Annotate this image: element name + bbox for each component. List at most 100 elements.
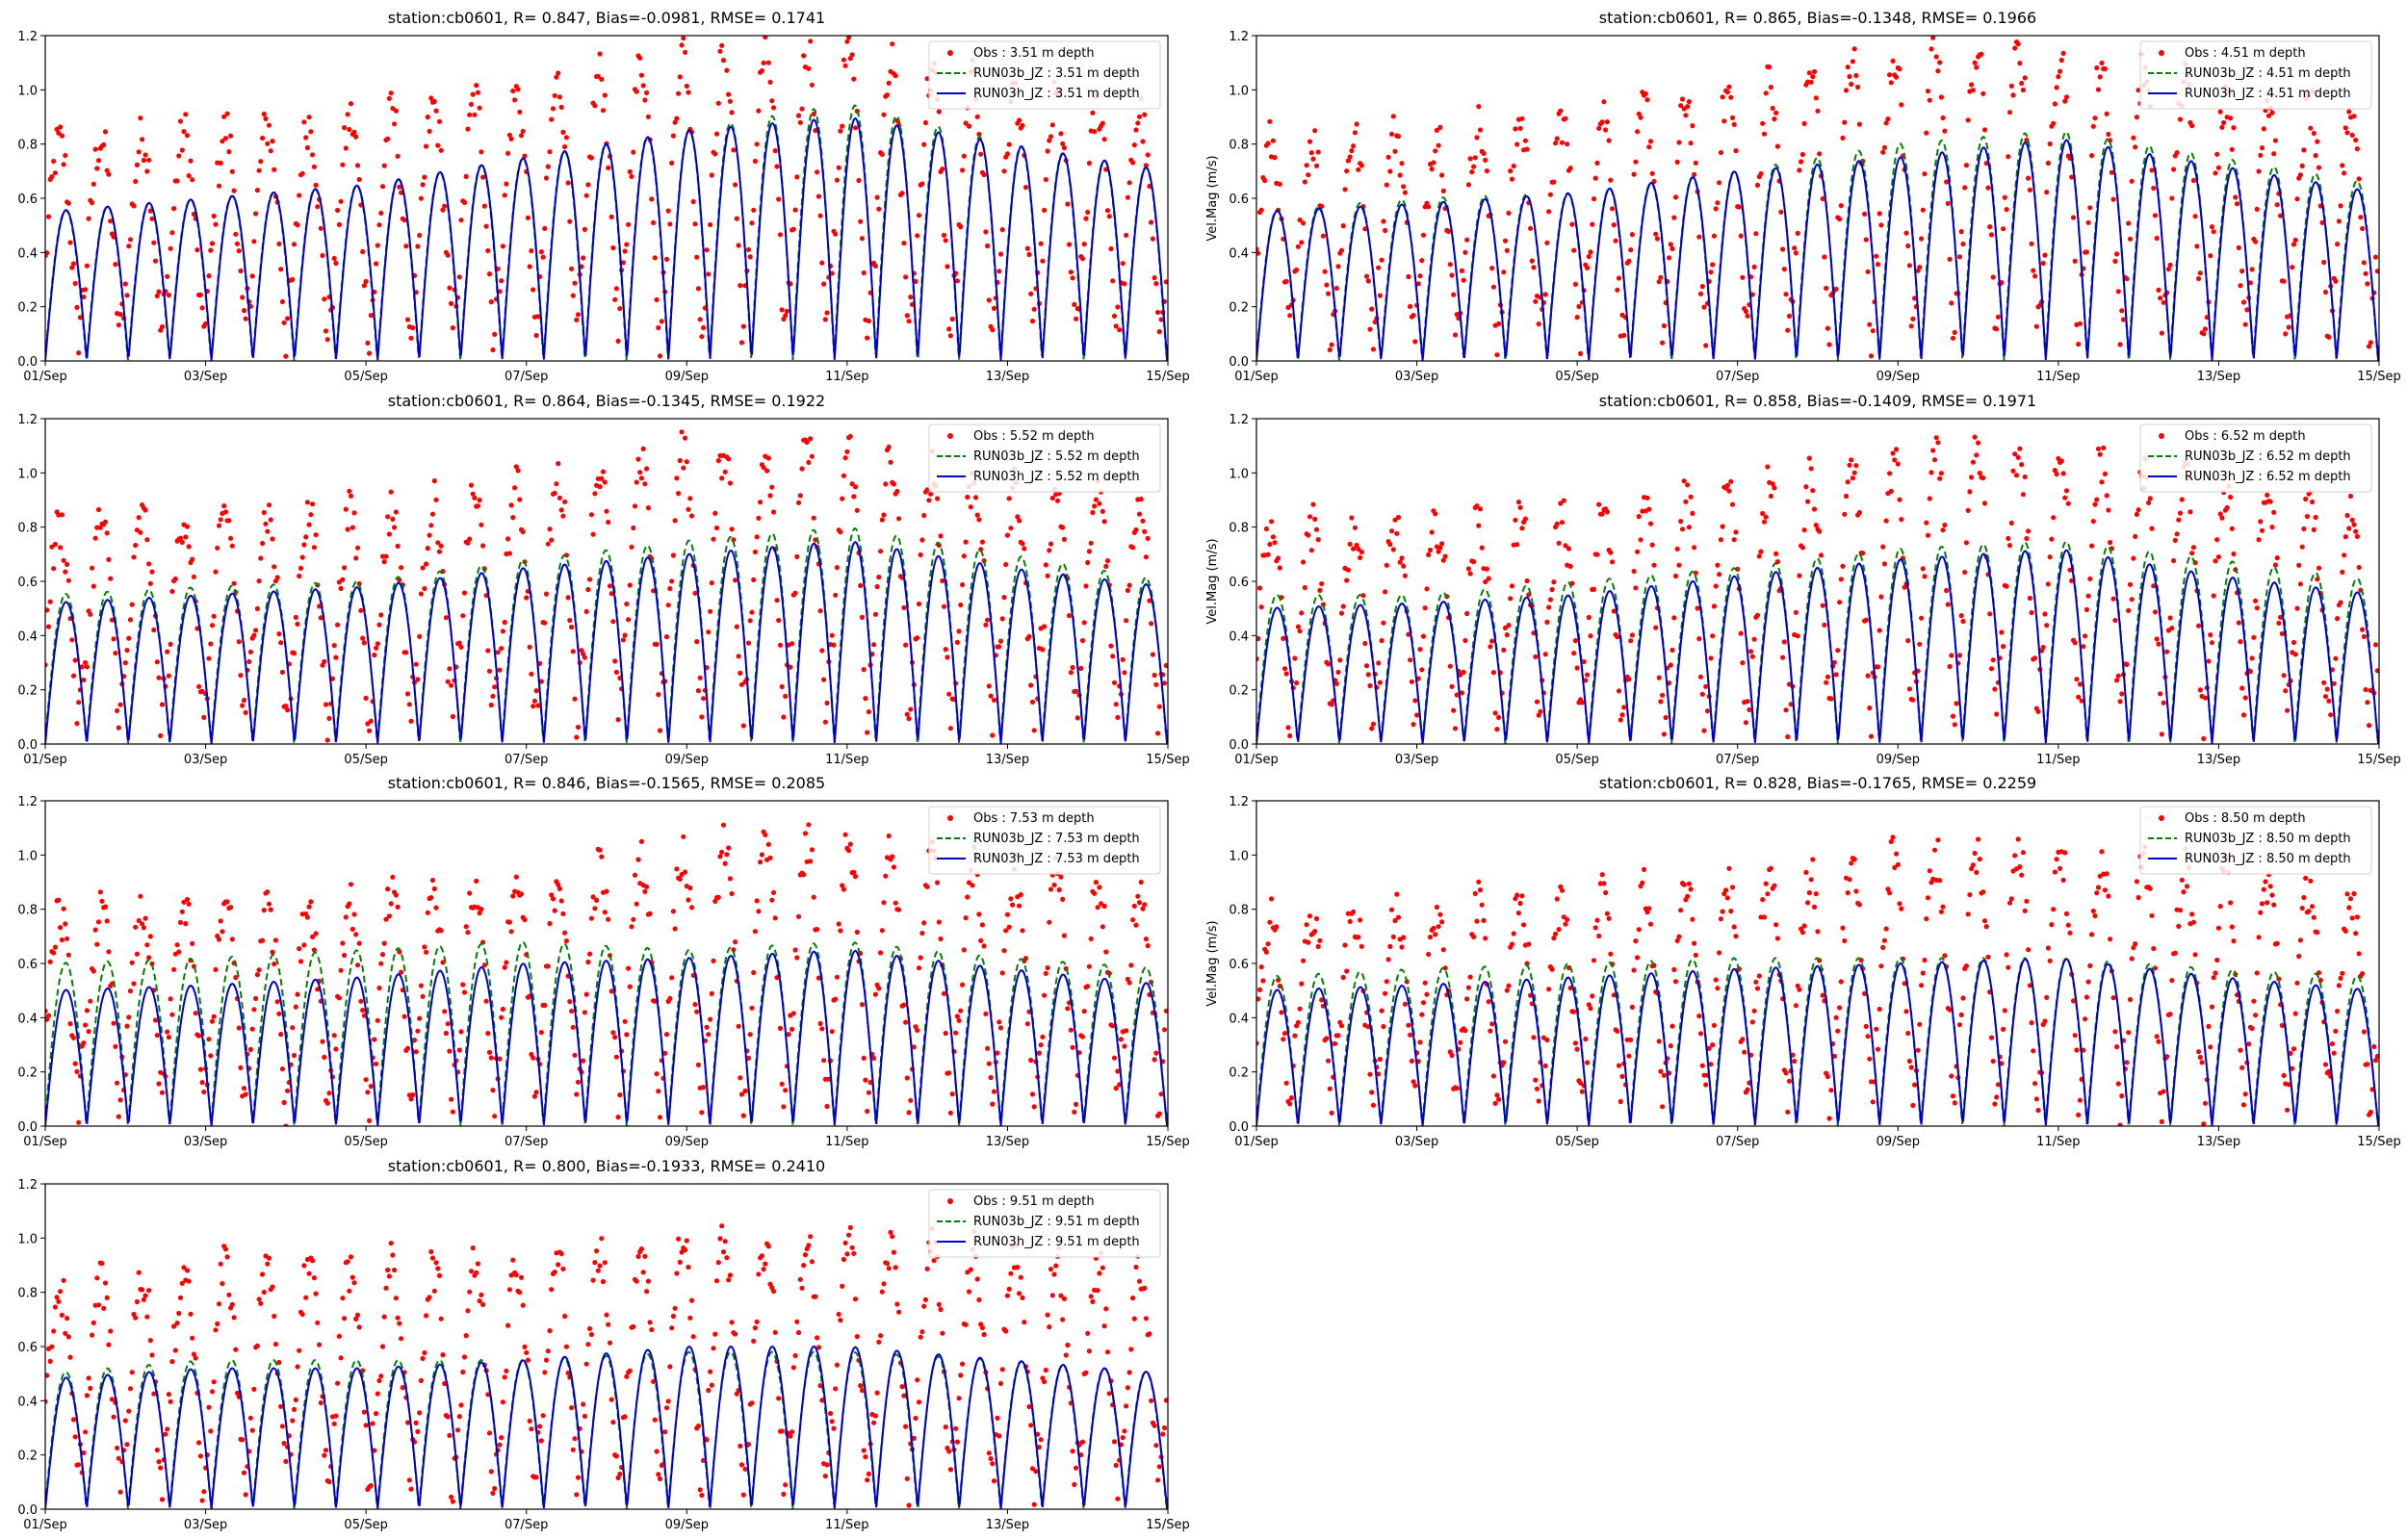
y-tick-label: 0.0 [17, 1503, 38, 1518]
obs-point [1596, 501, 1602, 507]
obs-point [2052, 468, 2058, 474]
obs-point [1120, 1435, 1126, 1441]
obs-point [306, 904, 312, 910]
obs-point [2044, 623, 2050, 629]
obs-point [815, 975, 822, 981]
obs-point [95, 919, 102, 925]
obs-point [1519, 526, 1525, 531]
obs-point [1906, 686, 1912, 692]
obs-point [2159, 732, 2164, 737]
obs-point [740, 723, 746, 729]
obs-point [876, 206, 882, 212]
obs-point [635, 857, 641, 862]
run03b-line [1256, 540, 2379, 744]
obs-point [608, 1397, 614, 1402]
obs-point [468, 482, 475, 488]
obs-point [86, 216, 91, 221]
obs-point [2151, 583, 2157, 589]
obs-point [2154, 235, 2160, 242]
obs-point [1773, 551, 1779, 557]
obs-point [368, 718, 374, 724]
obs-point [2286, 324, 2291, 330]
obs-point [2254, 206, 2260, 212]
obs-point [866, 1090, 872, 1095]
obs-point [946, 1449, 952, 1454]
obs-point [97, 889, 103, 895]
obs-point [699, 714, 705, 720]
obs-point [1469, 169, 1475, 175]
obs-point [1150, 652, 1155, 657]
obs-point [2303, 496, 2309, 502]
obs-point [1920, 566, 1926, 572]
obs-point [594, 1248, 600, 1254]
obs-point [822, 719, 828, 725]
obs-point [2126, 1030, 2132, 1036]
obs-point [1860, 551, 1866, 556]
x-tick-label: 11/Sep [2036, 753, 2080, 767]
y-tick-label: 0.8 [1229, 139, 1249, 153]
obs-point [1847, 877, 1852, 883]
obs-point [518, 133, 525, 139]
obs-point [941, 990, 947, 996]
obs-point [2108, 540, 2113, 546]
obs-point [669, 1325, 675, 1331]
obs-point [1870, 328, 1876, 334]
obs-point [2272, 138, 2278, 143]
obs-point [1408, 1032, 1413, 1038]
obs-point [276, 1011, 282, 1016]
obs-point [871, 642, 877, 648]
obs-point [1686, 881, 1692, 886]
obs-point [47, 959, 53, 965]
obs-point [1765, 891, 1771, 897]
obs-point [1761, 519, 1768, 525]
obs-point [433, 108, 439, 114]
obs-point [770, 105, 777, 111]
obs-point [1845, 479, 1851, 485]
obs-point [572, 1052, 578, 1058]
obs-point [2276, 620, 2282, 627]
y-tick-label: 0.8 [1229, 522, 1249, 536]
obs-point [876, 986, 882, 991]
obs-point [922, 1296, 929, 1302]
obs-point [1963, 963, 1969, 969]
obs-point [695, 286, 702, 292]
obs-point [1383, 589, 1388, 595]
obs-point [985, 1045, 991, 1051]
obs-point [1820, 992, 1825, 998]
obs-point [480, 543, 486, 549]
obs-point [1412, 698, 1418, 704]
obs-point [1590, 221, 1595, 227]
obs-point [499, 1435, 505, 1441]
obs-point [1399, 161, 1405, 167]
obs-point [94, 1275, 100, 1281]
obs-point [792, 207, 798, 213]
obs-point [49, 544, 55, 550]
obs-point [318, 1399, 324, 1406]
obs-point [141, 1296, 146, 1302]
obs-point [918, 552, 923, 558]
obs-point [2104, 871, 2109, 877]
obs-point [354, 962, 361, 968]
obs-point [1370, 1102, 1377, 1108]
y-tick-label: 0.6 [17, 958, 38, 972]
obs-point [759, 852, 765, 858]
obs-point [1142, 1285, 1148, 1291]
obs-point [106, 171, 112, 177]
obs-point [736, 1023, 741, 1029]
obs-point [99, 898, 105, 904]
obs-point [676, 1236, 682, 1242]
obs-point [515, 468, 521, 474]
obs-point [2328, 712, 2334, 718]
obs-point [916, 1399, 922, 1405]
obs-point [592, 1260, 598, 1266]
obs-point [1411, 1079, 1416, 1085]
obs-point [1810, 488, 1816, 494]
obs-point [422, 585, 427, 592]
obs-point [808, 1234, 814, 1240]
obs-point [485, 648, 491, 654]
obs-point [795, 1329, 802, 1336]
obs-point [1008, 896, 1014, 902]
obs-point [209, 1018, 216, 1024]
obs-point [1610, 206, 1616, 212]
obs-point [374, 1411, 379, 1417]
